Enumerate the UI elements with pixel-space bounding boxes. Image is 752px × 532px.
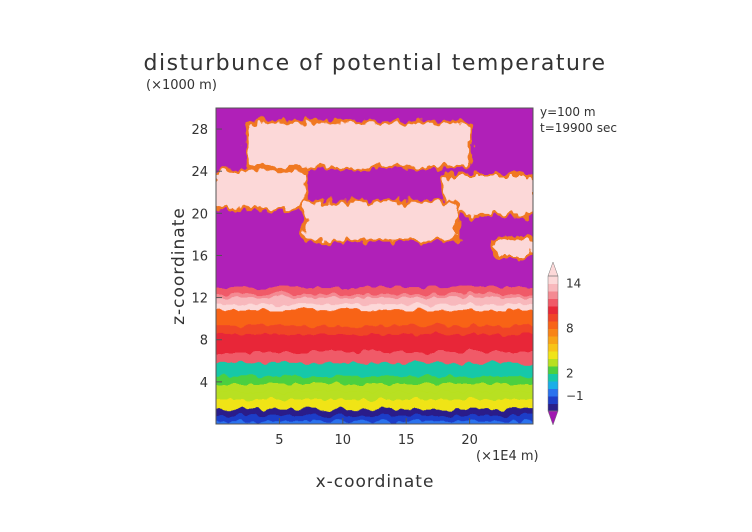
y-tick-label: 4	[200, 376, 208, 391]
surface-cold-layer	[206, 407, 543, 426]
colorbar-tick-label: 2	[566, 367, 574, 381]
colorbar-swatch	[548, 291, 558, 299]
colorbar-swatch	[548, 306, 558, 314]
colorbar-swatch	[548, 351, 558, 359]
y-unit-label: (×1000 m)	[146, 78, 217, 93]
warm-blob	[305, 203, 457, 240]
colorbar-swatch	[548, 396, 558, 404]
x-tick-label: 15	[398, 433, 415, 448]
field-band	[206, 352, 543, 363]
x-unit-label: (×1E4 m)	[476, 449, 539, 464]
colorbar-tick-label: −1	[566, 389, 584, 403]
y-tick-label: 12	[191, 292, 208, 307]
colorbar-tick-label: 8	[566, 322, 574, 336]
colorbar-swatch	[548, 389, 558, 397]
colorbar-swatch	[548, 284, 558, 292]
x-tick-label: 10	[335, 433, 352, 448]
lower-warm-layer	[206, 361, 543, 409]
x-tick-label: 20	[461, 433, 478, 448]
info-line-1: y=100 m	[540, 105, 596, 119]
colorbar: −1 2 8 14	[548, 262, 584, 425]
colorbar-bottom-arrow	[548, 411, 558, 425]
warm-blob	[216, 171, 305, 208]
colorbar-swatch	[548, 381, 558, 389]
colorbar-swatch	[548, 404, 558, 412]
y-tick-label: 24	[191, 165, 208, 180]
heatmap-field	[206, 108, 543, 426]
field-band	[206, 305, 543, 311]
colorbar-swatch	[548, 336, 558, 344]
colorbar-swatch	[548, 359, 558, 367]
x-axis-label: x-coordinate	[316, 472, 435, 492]
y-tick-label: 16	[191, 249, 208, 264]
colorbar-swatch	[548, 314, 558, 322]
x-tick-label: 5	[275, 433, 283, 448]
info-line-2: t=19900 sec	[540, 121, 617, 135]
y-tick-label: 28	[191, 123, 208, 138]
colorbar-swatch	[548, 321, 558, 329]
colorbar-swatch	[548, 276, 558, 284]
colorbar-swatch	[548, 366, 558, 374]
warm-blob	[495, 240, 533, 256]
colorbar-top-arrow	[548, 262, 558, 276]
middle-warm-layer	[206, 308, 543, 363]
warm-blob	[248, 124, 470, 166]
colorbar-swatch	[548, 344, 558, 352]
colorbar-swatch	[548, 299, 558, 307]
colorbar-swatch	[548, 374, 558, 382]
chart-title: disturbunce of potential temperature	[144, 51, 607, 76]
y-tick-label: 20	[191, 207, 208, 222]
colorbar-swatch	[548, 329, 558, 337]
tropopause-band	[206, 287, 543, 310]
y-tick-label: 8	[200, 334, 208, 349]
colorbar-tick-label: 14	[566, 277, 581, 291]
y-axis-label: z-coordinate	[169, 207, 189, 325]
field-band	[206, 399, 543, 409]
